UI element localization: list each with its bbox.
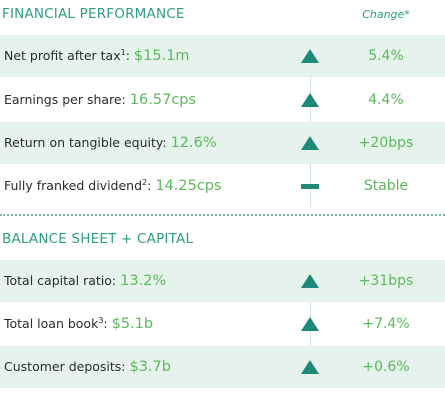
metric-value: 16.57cps [129, 92, 197, 108]
change-value: 4.4% [368, 92, 404, 108]
metric-name: Customer deposits: [4, 359, 126, 374]
change-value: +0.6% [362, 359, 410, 375]
metric-name: Total loan book [4, 316, 99, 332]
metric-name: Fully franked dividend [4, 178, 143, 194]
triangle-up-icon [298, 79, 322, 121]
metric-row: Return on tangible equity: 12.6% +20bps [0, 122, 445, 164]
section-title: BALANCE SHEET + CAPITAL [2, 231, 194, 247]
footnote-marker: 3 [98, 315, 104, 325]
metric-value: $3.7b [129, 359, 172, 375]
metric-label: Total loan book3: $5.1b [4, 315, 154, 333]
footnote-marker: 1 [120, 47, 126, 57]
change-value: Stable [363, 178, 409, 194]
metric-name: Net profit after tax [4, 48, 121, 64]
metric-name: Total capital ratio: [4, 273, 117, 288]
metric-row: Total loan book3: $5.1b +7.4% [0, 303, 445, 345]
change-value: +20bps [358, 135, 414, 151]
metric-label: Earnings per share: 16.57cps [0, 92, 445, 108]
section-header: FINANCIAL PERFORMANCE Change* [0, 0, 445, 28]
change-value: +7.4% [362, 316, 410, 332]
change-value: +31bps [358, 273, 414, 289]
footnote-marker: 2 [142, 177, 148, 187]
metric-value: 12.6% [170, 135, 217, 151]
metric-row: Fully franked dividend2: 14.25cps Stable [0, 165, 445, 207]
metric-label: Return on tangible equity: 12.6% [0, 135, 445, 151]
section-title: FINANCIAL PERFORMANCE [2, 6, 185, 22]
metric-label: Net profit after tax1: $15.1m [4, 47, 190, 65]
metric-row: Total capital ratio: 13.2% +31bps [0, 260, 445, 302]
triangle-up-icon [298, 303, 322, 345]
dash-icon [298, 165, 322, 207]
metric-name: Earnings per share: [4, 92, 126, 107]
section-header: BALANCE SHEET + CAPITAL [0, 225, 445, 253]
metric-row: Net profit after tax1: $15.1m 5.4% [0, 35, 445, 77]
metric-label: Total capital ratio: 13.2% [0, 273, 445, 289]
triangle-up-icon [298, 35, 322, 77]
metric-label: Fully franked dividend2: 14.25cps [4, 177, 222, 195]
metric-name: Return on tangible equity: [4, 135, 167, 150]
metric-value: 14.25cps [155, 178, 222, 195]
metric-row: Earnings per share: 16.57cps 4.4% [0, 79, 445, 121]
section-divider [0, 214, 445, 216]
metric-value: $15.1m [133, 48, 190, 65]
metric-label: Customer deposits: $3.7b [0, 359, 445, 375]
metric-row: Customer deposits: $3.7b +0.6% [0, 346, 445, 388]
column-divider [310, 35, 311, 207]
change-column-header: Change* [362, 7, 410, 21]
triangle-up-icon [298, 260, 322, 302]
metric-value: 13.2% [120, 273, 167, 289]
change-value: 5.4% [368, 48, 404, 64]
metric-value: $5.1b [111, 316, 154, 333]
triangle-up-icon [298, 346, 322, 388]
triangle-up-icon [298, 122, 322, 164]
